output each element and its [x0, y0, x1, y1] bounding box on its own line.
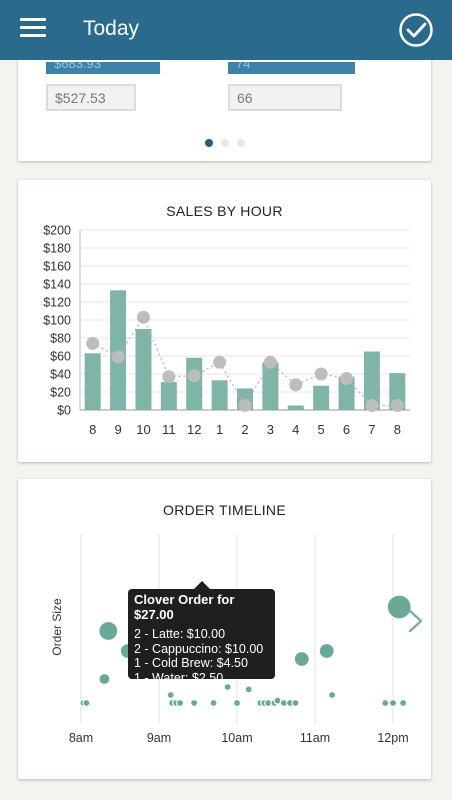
- x-tick-label: 4: [292, 422, 299, 437]
- y-tick-label: $80: [50, 332, 71, 346]
- order-point: [82, 698, 91, 708]
- y-tick-label: $40: [50, 368, 71, 382]
- summary-card[interactable]: $683.93 74 $527.53 66: [18, 40, 431, 161]
- x-tick-label: 12pm: [377, 731, 408, 745]
- chart-title: SALES BY HOUR: [166, 203, 283, 219]
- tooltip-title: Clover Order for $27.00: [134, 592, 235, 622]
- y-tick-label: $20: [50, 386, 71, 400]
- page-dot[interactable]: [236, 139, 245, 147]
- y-axis-label: Order Size: [50, 598, 64, 656]
- order-point: [293, 650, 310, 668]
- order-point: [381, 698, 390, 708]
- order-point: [399, 698, 408, 708]
- bar: [287, 405, 304, 410]
- tooltip-line: 1 - Water: $2.50: [134, 670, 224, 685]
- trend-point: [340, 372, 354, 385]
- x-tick-label: 11am: [300, 731, 330, 745]
- x-tick-label: 8: [394, 422, 401, 437]
- tooltip-line: 1 - Cold Brew: $4.50: [134, 656, 248, 670]
- page-dot[interactable]: [204, 139, 213, 147]
- bar: [363, 351, 380, 410]
- tooltip-line: 2 - Latte: $10.00: [134, 627, 226, 641]
- page-dot[interactable]: [220, 139, 229, 147]
- y-tick-label: $200: [43, 224, 71, 238]
- chart-title: ORDER TIMELINE: [163, 502, 286, 518]
- trend-point: [238, 399, 252, 412]
- x-tick-label: 2: [241, 422, 248, 437]
- y-tick-label: $60: [50, 350, 71, 364]
- y-tick-label: $140: [43, 278, 71, 292]
- bar: [313, 385, 330, 410]
- order-point: [98, 620, 119, 642]
- tooltip-line: 2 - Cappuccino: $10.00: [134, 641, 264, 656]
- order-point: [166, 690, 175, 700]
- trend-point: [365, 399, 379, 412]
- trend-point: [314, 367, 328, 381]
- x-tick-label: 10am: [221, 731, 252, 745]
- order-point: [175, 698, 185, 708]
- y-tick-label: $100: [43, 314, 71, 328]
- bar: [262, 362, 279, 410]
- x-tick-label: 8: [89, 422, 96, 437]
- trend-point: [187, 369, 201, 383]
- order-point: [244, 685, 253, 694]
- x-tick-label: 8am: [69, 731, 93, 745]
- order-point: [386, 594, 412, 620]
- bar: [135, 329, 152, 410]
- check-circle-icon[interactable]: [398, 12, 434, 48]
- trend-point: [263, 355, 277, 369]
- trend-point: [162, 370, 176, 384]
- bar: [211, 380, 228, 410]
- x-tick-label: 5: [318, 422, 325, 437]
- trend-point: [111, 350, 125, 364]
- trend-point: [86, 336, 100, 350]
- x-tick-label: 9am: [147, 731, 171, 745]
- x-tick-label: 11: [162, 422, 176, 437]
- sales-by-hour-card: SALES BY HOUR $0 $20 $40 $60 $80 $100 $120 $140…: [18, 180, 431, 462]
- summary-value-box: $527.53: [46, 84, 136, 111]
- x-tick-label: 3: [267, 422, 274, 437]
- order-point: [98, 672, 111, 686]
- x-tick-label: 12: [187, 422, 201, 437]
- x-tick-label: 7: [368, 422, 375, 437]
- summary-value-bar: $683.93: [46, 62, 160, 74]
- order-point: [388, 698, 398, 708]
- trend-point: [390, 399, 404, 412]
- y-tick-label: $160: [43, 260, 71, 274]
- bar: [338, 376, 355, 410]
- menu-icon[interactable]: [20, 18, 46, 38]
- x-tick-label: 6: [343, 422, 350, 437]
- summary-value-bar: 74: [228, 62, 355, 74]
- chevron-right-icon[interactable]: [407, 608, 425, 634]
- summary-value-box: 66: [228, 84, 342, 111]
- y-tick-label: $180: [43, 242, 71, 256]
- order-point: [223, 682, 232, 692]
- trend-point: [136, 310, 150, 324]
- order-point: [318, 642, 335, 660]
- order-point: [232, 698, 242, 708]
- order-point: [291, 698, 300, 708]
- x-tick-label: 9: [114, 422, 121, 437]
- bar: [84, 353, 101, 410]
- trend-point: [213, 355, 227, 369]
- trend-point: [289, 378, 303, 392]
- order-point: [190, 698, 199, 708]
- order-point: [209, 698, 218, 708]
- app-bar: Today: [0, 0, 452, 60]
- page-indicator: [18, 134, 431, 152]
- tooltip-arrow: [194, 581, 210, 589]
- y-tick-label: $0: [57, 404, 71, 418]
- order-point: [328, 690, 337, 700]
- x-tick-label: 10: [136, 422, 150, 437]
- x-tick-label: 1: [216, 422, 223, 437]
- bar: [110, 290, 127, 410]
- bar: [160, 382, 177, 410]
- order-tooltip: Clover Order for $27.00 2 - Latte: $10.0…: [128, 589, 275, 685]
- page-title: Today: [83, 17, 140, 40]
- sales-by-hour-chart: $0 $20 $40 $60 $80 $100 $120 $140 $160 $180 $200 8 9…: [43, 224, 410, 437]
- bar: [186, 357, 203, 410]
- y-tick-label: $120: [43, 296, 71, 310]
